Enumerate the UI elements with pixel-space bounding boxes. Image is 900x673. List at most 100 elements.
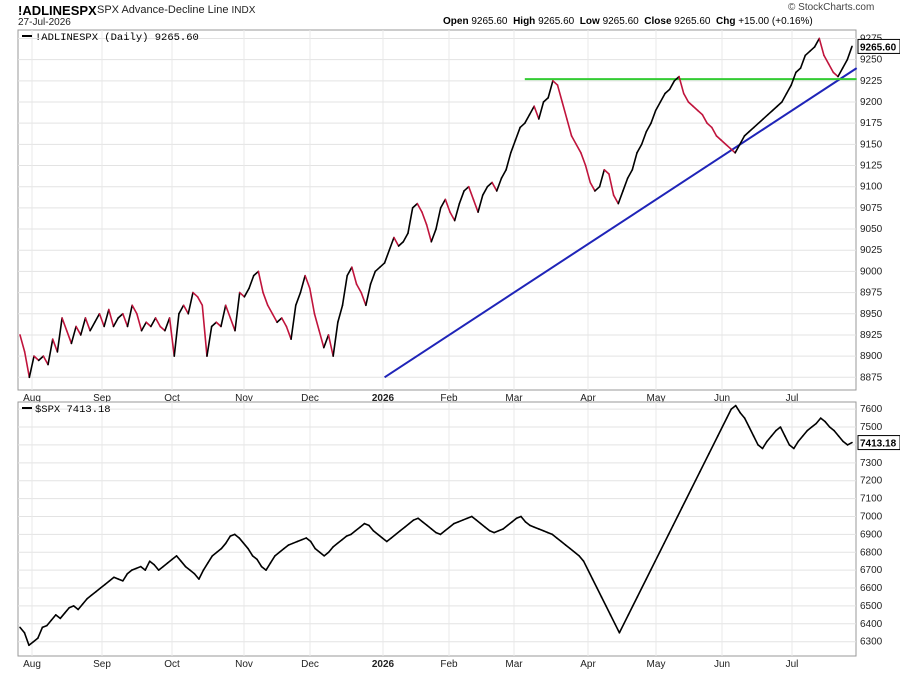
symbol-title: !ADLINESPX: [18, 3, 97, 18]
series-segment: [59, 612, 66, 620]
series-segment: [159, 325, 166, 332]
series-segment: [206, 325, 213, 357]
x-tick-label: Dec: [301, 659, 319, 670]
series-segment: [757, 118, 764, 124]
series-segment: [229, 317, 236, 332]
series-segment: [730, 404, 737, 410]
series-segment: [475, 519, 482, 525]
series-segment: [636, 143, 643, 154]
y-tick-label: 9075: [860, 203, 883, 214]
series-segment: [538, 528, 545, 532]
series-segment: [626, 168, 634, 180]
low-value: 9265.60: [602, 16, 639, 27]
chg-value: +15.00 (+0.16%): [738, 16, 813, 27]
series-segment: [153, 563, 160, 571]
series-segment: [846, 441, 853, 446]
series-segment: [89, 321, 96, 332]
ohlc-readout: Open 9265.60 High 9265.60 Low 9265.60 Cl…: [443, 16, 813, 27]
x-tick-label: Mar: [505, 393, 523, 404]
series-segment: [582, 560, 589, 571]
series-segment: [837, 67, 844, 78]
series-segment: [46, 619, 53, 627]
series-segment: [28, 640, 35, 647]
series-segment: [309, 540, 317, 550]
series-segment: [806, 426, 813, 432]
series-segment: [514, 126, 521, 141]
series-segment: [318, 329, 325, 349]
y-tick-label: 6800: [860, 547, 883, 558]
series-segment: [411, 202, 419, 209]
series-segment: [846, 45, 853, 61]
series-segment: [752, 435, 759, 446]
series-segment: [703, 453, 710, 464]
series-segment: [383, 249, 391, 264]
series-segment: [457, 519, 464, 523]
series-segment: [529, 524, 536, 529]
series-segment: [257, 270, 264, 294]
series-segment: [757, 444, 764, 450]
series-segment: [117, 578, 124, 582]
series-segment: [497, 528, 504, 532]
series-segment: [397, 240, 405, 247]
series-segment: [63, 606, 71, 614]
series-segment: [784, 435, 791, 446]
series-segment: [381, 537, 388, 543]
y-tick-label: 8975: [860, 288, 883, 299]
series-segment: [645, 569, 652, 580]
legend-label: !ADLINESPX (Daily) 9265.60: [35, 32, 199, 44]
series-segment: [215, 321, 222, 328]
series-segment: [41, 624, 48, 629]
series-segment: [753, 122, 760, 129]
series-segment: [113, 576, 120, 580]
series-segment: [603, 168, 610, 175]
x-tick-label: 2026: [372, 659, 395, 670]
open-label: Open: [443, 16, 469, 27]
series-segment: [37, 355, 45, 362]
last-value-box: [857, 38, 900, 54]
series-segment: [779, 426, 786, 437]
series-segment: [444, 526, 451, 532]
series-segment: [596, 587, 603, 598]
series-segment: [739, 411, 746, 419]
series-segment: [408, 519, 415, 525]
series-segment: [276, 317, 283, 324]
plot-frame: [17, 401, 857, 657]
series-segment: [117, 312, 124, 319]
series-segment: [551, 533, 558, 539]
series-segment: [136, 312, 143, 332]
series-segment: [587, 569, 594, 580]
series-segment: [538, 101, 545, 120]
series-segment: [54, 614, 62, 620]
series-segment: [430, 528, 437, 534]
series-segment: [262, 291, 269, 307]
series-segment: [430, 228, 437, 243]
series-segment: [640, 130, 648, 146]
series-segment: [801, 429, 809, 437]
series-segment: [715, 135, 722, 141]
series-segment: [685, 488, 692, 500]
series-segment: [135, 565, 142, 570]
series-segment: [632, 596, 639, 607]
series-segment: [458, 190, 465, 205]
chg-label: Chg: [716, 16, 736, 27]
series-segment: [785, 84, 793, 95]
series-segment: [140, 321, 148, 332]
series-segment: [712, 435, 719, 446]
series-segment: [86, 594, 93, 600]
series-segment: [580, 152, 587, 167]
y-tick-label: 9250: [860, 55, 883, 66]
series-segment: [171, 555, 178, 561]
close-value: 9265.60: [674, 16, 711, 27]
series-segment: [229, 533, 236, 537]
series-segment: [363, 522, 370, 527]
y-tick-label: 7300: [860, 458, 883, 469]
series-segment: [37, 626, 44, 639]
series-segment: [448, 522, 455, 529]
series-segment: [372, 529, 379, 536]
series-segment: [542, 529, 549, 534]
series-segment: [472, 198, 479, 213]
series-segment: [781, 92, 788, 103]
series-segment: [154, 317, 162, 328]
series-segment: [658, 542, 665, 554]
series-segment: [484, 526, 491, 532]
